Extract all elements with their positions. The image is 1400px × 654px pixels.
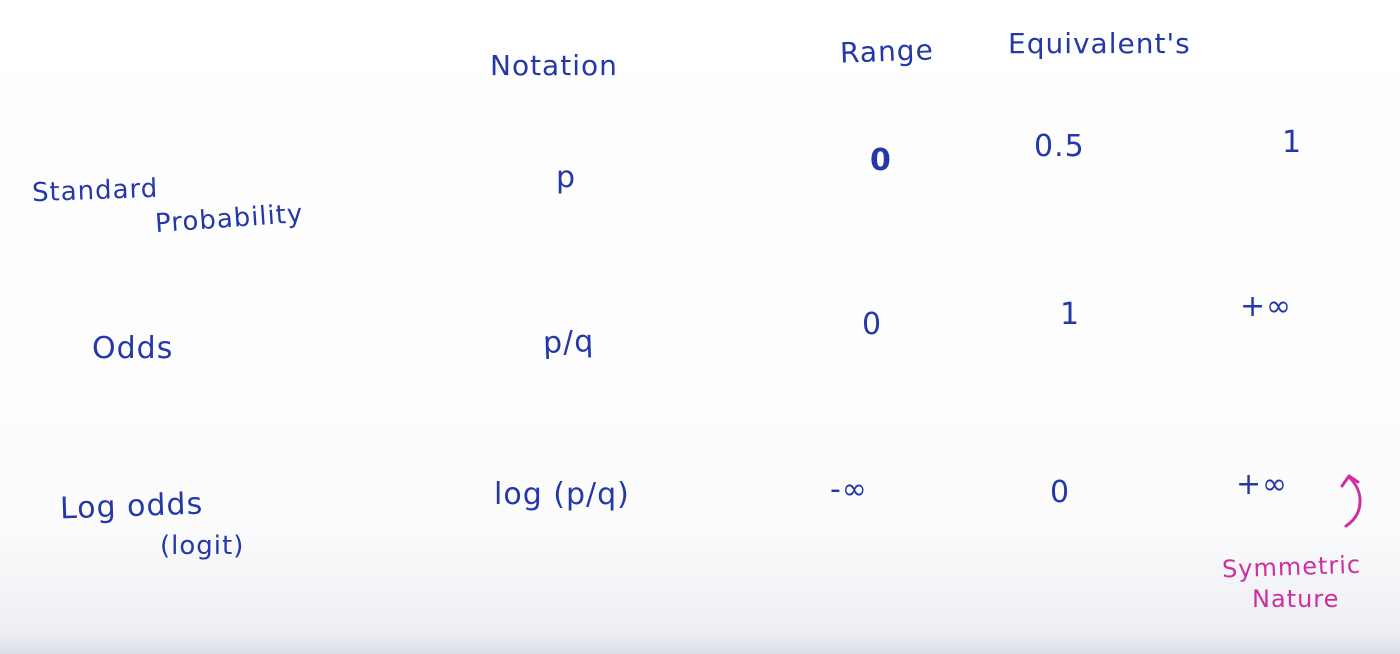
notation-p-over-q: p/q xyxy=(542,324,595,361)
row-label-standard: Standard xyxy=(31,173,159,209)
row-label-probability: Probability xyxy=(154,198,305,240)
annotation-nature: Nature xyxy=(1252,585,1340,613)
notation-log-p-over-q: log (p/q) xyxy=(494,477,630,512)
row-label-log-odds: Log odds xyxy=(59,486,204,527)
range-min-log-odds: -∞ xyxy=(830,472,868,507)
range-max-probability: 1 xyxy=(1282,125,1303,160)
equivalent-mid-log-odds: 0 xyxy=(1050,475,1071,510)
row-label-odds: Odds xyxy=(92,331,174,366)
curved-arrow-icon xyxy=(1340,474,1362,528)
header-equivalents: Equivalent's xyxy=(1008,27,1191,60)
annotation-symmetric: Symmetric xyxy=(1221,550,1362,584)
range-min-odds: 0 xyxy=(862,307,883,342)
equivalent-mid-odds: 1 xyxy=(1060,297,1081,332)
row-label-logit: (logit) xyxy=(160,531,245,561)
range-max-log-odds: +∞ xyxy=(1236,467,1289,502)
notation-p: p xyxy=(556,160,577,195)
range-min-probability: 0 xyxy=(870,143,892,178)
range-max-odds: +∞ xyxy=(1240,289,1293,324)
equivalent-mid-probability: 0.5 xyxy=(1034,129,1085,164)
header-range: Range xyxy=(839,33,935,70)
header-notation: Notation xyxy=(490,49,618,82)
